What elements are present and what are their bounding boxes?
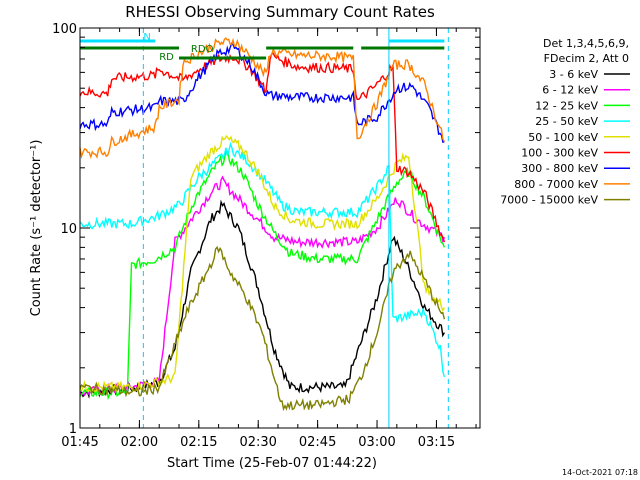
- legend-entry-3: 12 - 25 keV: [535, 99, 598, 112]
- y-axis-label: Count Rate (s⁻¹ detector⁻¹): [29, 140, 44, 317]
- legend-entry-7: 300 - 800 keV: [521, 162, 598, 175]
- legend-entry-8: 800 - 7000 keV: [514, 178, 598, 191]
- series-line-2: [79, 175, 446, 397]
- plot-frame: [79, 27, 481, 429]
- legend-entry-1: 3 - 6 keV: [549, 68, 598, 81]
- flag-label-rd: RD: [159, 52, 174, 63]
- x-tick-label-7: 03:15: [418, 435, 455, 450]
- legend: Det 1,3,4,5,6,9, FDecim 2, Att 0 3 - 6 keV…: [500, 37, 630, 207]
- series-line-6: [79, 52, 446, 243]
- legend-entry-4: 25 - 50 keV: [535, 115, 598, 128]
- series-line-3: [79, 149, 446, 401]
- x-tick-label-3: 02:15: [180, 435, 217, 450]
- series-line-8: [79, 37, 446, 160]
- x-axis-label: Start Time (25-Feb-07 01:44:22): [167, 456, 377, 471]
- legend-header-1: Det 1,3,4,5,6,9,: [543, 37, 629, 50]
- flag-label-rdo: RDO: [191, 44, 214, 55]
- series-line-1: [79, 199, 446, 399]
- series-line-9: [79, 245, 446, 412]
- x-tick-label-6: 03:00: [358, 435, 395, 450]
- flag-label-n: N: [143, 32, 150, 43]
- legend-header-2: FDecim 2, Att 0: [544, 52, 629, 65]
- axis-ticks: 01:45 02:00 02:15 02:30 02:45 03:00 03:15 1 10 10…: [52, 22, 480, 450]
- series-lines: [79, 28, 449, 428]
- x-tick-label-2: 02:00: [121, 435, 158, 450]
- legend-entry-5: 50 - 100 keV: [528, 131, 598, 144]
- legend-entry-9: 7000 - 15000 keV: [500, 194, 598, 207]
- x-tick-label-1: 01:45: [61, 435, 98, 450]
- x-tick-label-5: 02:45: [299, 435, 336, 450]
- legend-entry-6: 100 - 300 keV: [521, 147, 598, 160]
- series-line-4: [79, 141, 446, 378]
- series-line-5: [79, 134, 446, 393]
- legend-entry-2: 6 - 12 keV: [542, 84, 598, 97]
- series-line-7: [79, 42, 445, 143]
- footer-date: 14-Oct-2021 07:18: [562, 468, 638, 477]
- chart-title: RHESSI Observing Summary Count Rates: [125, 3, 435, 21]
- x-tick-label-4: 02:30: [239, 435, 276, 450]
- y-tick-label-3: 100: [52, 22, 77, 37]
- y-tick-label-1: 1: [69, 422, 77, 437]
- flag-bars: N RDO RD: [80, 32, 445, 63]
- y-tick-label-2: 10: [60, 222, 77, 237]
